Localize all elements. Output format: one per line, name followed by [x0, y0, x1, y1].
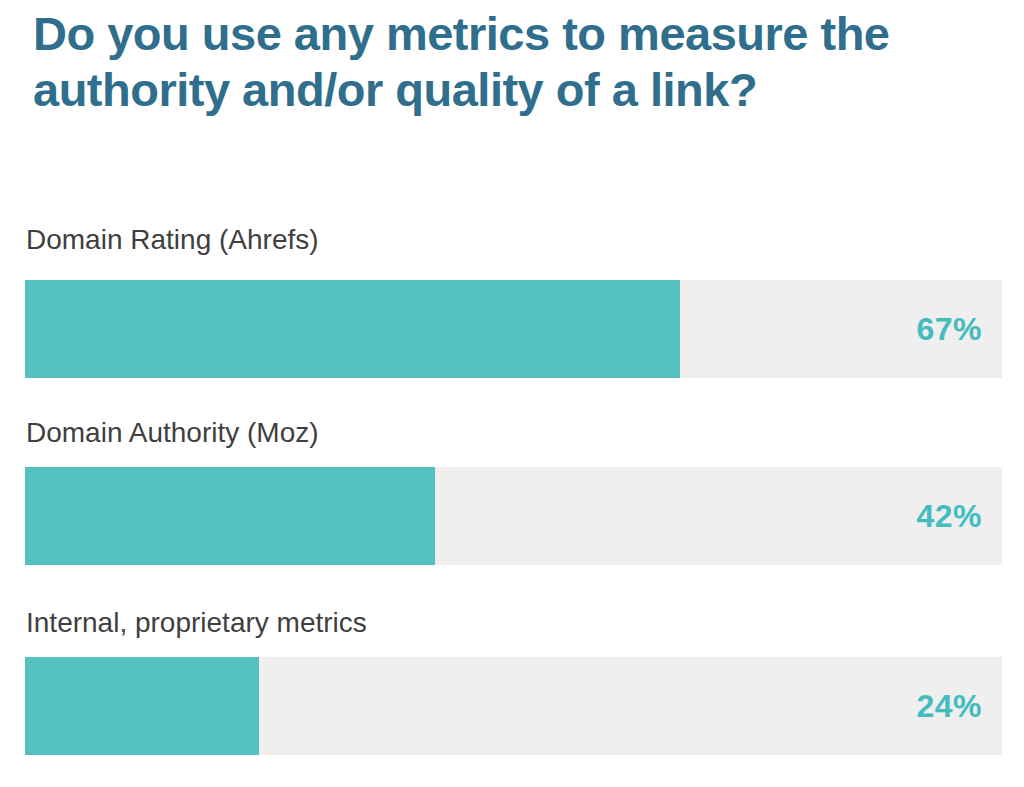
bar-value-label: 42% — [916, 498, 982, 535]
bar-fill — [25, 467, 435, 565]
bar-track: 42% — [25, 467, 1002, 565]
bar-track: 24% — [25, 657, 1002, 755]
bar-chart: Do you use any metrics to measure the au… — [0, 0, 1024, 787]
bar-label: Domain Rating (Ahrefs) — [26, 224, 319, 256]
bar-track: 67% — [25, 280, 1002, 378]
bar-fill — [25, 280, 680, 378]
bar-value-label: 24% — [916, 688, 982, 725]
chart-title: Do you use any metrics to measure the au… — [33, 6, 978, 118]
bar-label: Internal, proprietary metrics — [26, 607, 367, 639]
bar-fill — [25, 657, 259, 755]
bar-value-label: 67% — [916, 311, 982, 348]
bar-label: Domain Authority (Moz) — [26, 417, 319, 449]
